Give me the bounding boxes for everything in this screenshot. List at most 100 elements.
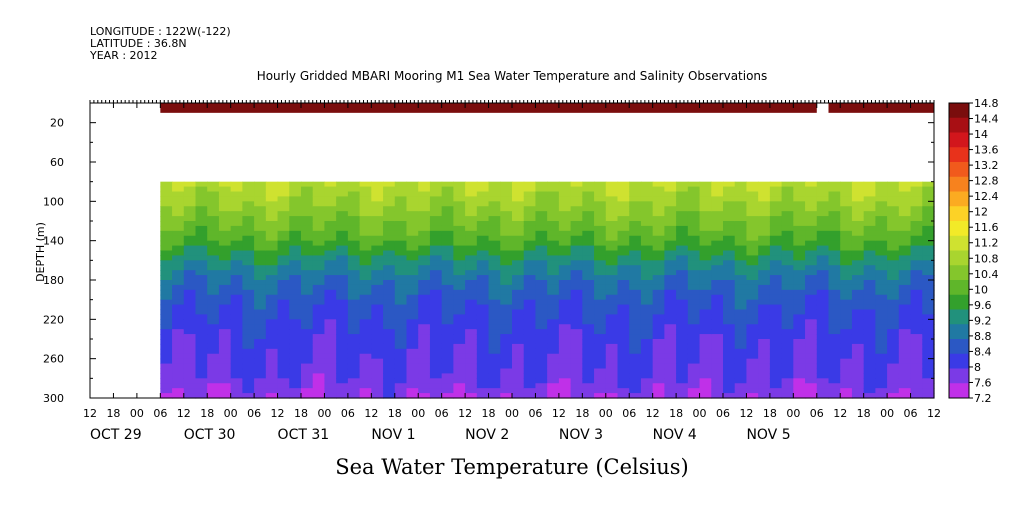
- field-cell: [676, 373, 689, 379]
- field-cell: [582, 324, 595, 330]
- field-cell: [347, 329, 361, 335]
- field-cell: [840, 358, 853, 365]
- field-cell: [898, 339, 912, 345]
- field-cell: [629, 275, 642, 281]
- field-cell: [594, 270, 607, 276]
- field-cell: [723, 299, 736, 306]
- field-cell: [324, 196, 337, 202]
- field-cell: [429, 211, 443, 217]
- field-cell: [265, 211, 279, 217]
- field-cell: [500, 250, 513, 257]
- field-cell: [500, 319, 513, 325]
- field-cell: [816, 378, 830, 384]
- field-cell: [547, 339, 560, 345]
- field-cell: [922, 196, 935, 202]
- field-cell: [793, 368, 806, 375]
- field-cell: [734, 289, 748, 296]
- field-cell: [922, 255, 935, 261]
- field-cell: [781, 339, 794, 345]
- field-cell: [570, 181, 583, 188]
- field-cell: [898, 211, 912, 217]
- field-cell: [547, 334, 560, 340]
- field-cell: [793, 196, 806, 202]
- field-cell: [406, 353, 419, 360]
- field-cell: [441, 186, 454, 193]
- field-cell: [441, 284, 454, 291]
- field-cell: [723, 329, 736, 335]
- field-cell: [793, 216, 806, 222]
- field-cell: [769, 378, 783, 384]
- field-cell: [863, 211, 876, 217]
- field-cell: [676, 304, 689, 311]
- field-cell: [394, 230, 408, 237]
- field-cell: [336, 250, 349, 257]
- field-cell: [629, 235, 642, 242]
- field-cell: [195, 373, 208, 379]
- field-cell: [781, 206, 794, 212]
- field-cell: [301, 181, 314, 188]
- field-cell: [781, 289, 794, 296]
- field-cell: [769, 201, 783, 207]
- field-cell: [512, 221, 525, 227]
- field-cell: [851, 265, 865, 271]
- field-cell: [172, 388, 185, 394]
- field-cell: [676, 206, 689, 212]
- field-cell: [523, 235, 537, 242]
- field-cell: [512, 353, 525, 360]
- field-cell: [547, 343, 560, 350]
- field-cell: [793, 339, 806, 345]
- field-cell: [535, 388, 548, 394]
- field-cell: [207, 324, 220, 330]
- field-cell: [676, 299, 689, 306]
- field-cell: [406, 294, 419, 301]
- field-cell: [172, 284, 185, 291]
- field-cell: [863, 284, 876, 291]
- field-cell: [570, 191, 583, 198]
- field-cell: [734, 393, 748, 399]
- field-cell: [336, 299, 349, 306]
- field-cell: [301, 235, 314, 242]
- field-cell: [476, 388, 490, 394]
- field-cell: [488, 255, 501, 261]
- field-cell: [418, 309, 431, 316]
- field-cell: [160, 191, 173, 198]
- field-cell: [570, 309, 583, 316]
- field-cell: [383, 294, 396, 301]
- field-cell: [230, 181, 243, 188]
- field-cell: [582, 294, 595, 301]
- field-cell: [582, 216, 595, 222]
- field-cell: [605, 270, 619, 276]
- field-cell: [230, 265, 243, 271]
- colorbar-swatch: [949, 309, 969, 325]
- field-cell: [465, 388, 478, 394]
- field-cell: [476, 353, 490, 360]
- field-cell: [324, 289, 337, 296]
- field-cell: [664, 334, 677, 340]
- field-cell: [242, 363, 255, 370]
- field-cell: [347, 181, 361, 188]
- field-cell: [207, 383, 220, 389]
- colorbar-swatch: [949, 383, 969, 399]
- field-cell: [558, 304, 572, 311]
- field-cell: [652, 329, 665, 335]
- field-cell: [547, 363, 560, 370]
- field-cell: [207, 240, 220, 247]
- field-cell: [547, 265, 560, 271]
- field-cell: [336, 343, 349, 350]
- field-cell: [277, 245, 290, 252]
- field-cell: [664, 363, 677, 370]
- field-cell: [523, 309, 537, 316]
- field-cell: [582, 329, 595, 335]
- field-cell: [394, 275, 408, 281]
- field-cell: [570, 196, 583, 202]
- field-cell: [617, 284, 630, 291]
- field-cell: [277, 221, 290, 227]
- field-cell: [699, 319, 712, 325]
- field-cell: [734, 383, 748, 389]
- field-cell: [805, 186, 818, 193]
- field-cell: [805, 284, 818, 291]
- field-cell: [207, 211, 220, 217]
- field-cell: [758, 280, 771, 286]
- field-cell: [828, 196, 841, 202]
- field-cell: [347, 353, 361, 360]
